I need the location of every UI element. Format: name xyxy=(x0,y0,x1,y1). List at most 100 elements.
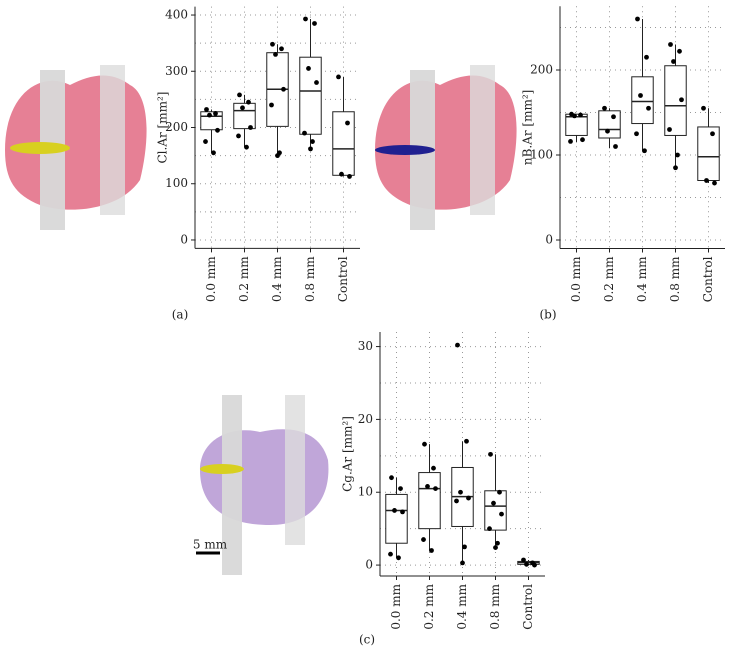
data-point xyxy=(281,86,286,92)
specimen-image-a xyxy=(5,65,147,230)
x-tick-label: 0.2 mm xyxy=(237,256,251,302)
data-point xyxy=(673,165,678,171)
data-point xyxy=(400,509,405,515)
data-point xyxy=(279,46,284,52)
data-point xyxy=(466,495,471,501)
data-point xyxy=(499,511,504,517)
data-point xyxy=(524,561,529,567)
data-point xyxy=(204,107,209,112)
x-tick-label: 0.4 mm xyxy=(635,256,649,302)
data-point xyxy=(644,54,649,60)
data-point xyxy=(712,180,717,186)
data-point xyxy=(310,139,315,144)
y-axis-label: Cl.Ar [mm²] xyxy=(156,92,170,164)
data-point xyxy=(347,174,352,179)
panel-label: (c) xyxy=(359,633,375,647)
specimen-image-c xyxy=(196,395,329,575)
box xyxy=(418,472,441,530)
box xyxy=(598,110,621,139)
data-point xyxy=(462,544,467,550)
y-tick-label: 300 xyxy=(165,64,188,78)
box xyxy=(299,56,322,135)
data-point xyxy=(704,178,709,183)
data-point xyxy=(602,105,607,111)
data-point xyxy=(521,557,526,563)
data-point xyxy=(433,486,438,491)
data-point xyxy=(302,130,307,136)
data-point xyxy=(454,498,459,504)
data-point xyxy=(345,120,350,126)
data-point xyxy=(303,16,308,22)
data-point xyxy=(495,540,500,546)
data-point xyxy=(460,560,465,566)
data-point xyxy=(425,484,430,489)
y-tick-label: 200 xyxy=(165,120,188,134)
y-tick-label: 200 xyxy=(530,63,553,77)
y-tick-label: 0 xyxy=(545,233,553,247)
y-tick-label: 0 xyxy=(180,232,188,246)
data-point xyxy=(275,153,280,159)
data-point xyxy=(497,489,502,495)
box xyxy=(385,493,408,544)
data-point xyxy=(464,438,469,444)
data-point xyxy=(270,41,275,47)
data-point xyxy=(422,441,427,447)
x-tick-label: 0.0 mm xyxy=(569,256,583,302)
data-point xyxy=(246,99,251,105)
data-point xyxy=(392,508,397,513)
panel-label: (a) xyxy=(172,308,189,322)
data-point xyxy=(613,144,618,149)
x-tick-label: 0.0 mm xyxy=(204,256,218,302)
data-point xyxy=(339,171,344,177)
box xyxy=(697,126,720,181)
x-tick-label: 0.8 mm xyxy=(488,583,502,629)
y-tick-label: 100 xyxy=(165,176,188,190)
data-point xyxy=(211,150,216,156)
scale-bar-label: 5 mm xyxy=(193,538,228,552)
y-tick-label: 0 xyxy=(365,558,373,572)
data-point xyxy=(668,42,673,47)
box xyxy=(233,102,256,130)
data-point xyxy=(240,105,245,111)
box xyxy=(631,76,654,125)
box xyxy=(664,65,687,136)
data-point xyxy=(532,562,537,568)
data-point xyxy=(646,105,651,111)
data-point xyxy=(667,127,672,132)
data-point xyxy=(388,551,393,557)
data-point xyxy=(398,486,403,491)
data-point xyxy=(308,146,313,152)
data-point xyxy=(638,93,643,98)
x-tick-label: 0.4 mm xyxy=(270,256,284,302)
data-point xyxy=(487,526,492,532)
specimen-image-b xyxy=(375,65,517,230)
data-point xyxy=(421,537,426,542)
data-point xyxy=(568,139,573,144)
data-point xyxy=(488,451,493,457)
box xyxy=(484,490,507,531)
data-point xyxy=(203,139,208,144)
x-tick-label: Control xyxy=(701,256,715,302)
data-point xyxy=(207,112,212,118)
data-point xyxy=(634,131,639,137)
data-point xyxy=(671,59,676,64)
data-point xyxy=(389,475,394,481)
data-point xyxy=(306,66,311,71)
data-point xyxy=(314,80,319,85)
data-point xyxy=(248,125,253,130)
data-point xyxy=(491,500,496,506)
y-axis-label: nB.Ar [mm²] xyxy=(521,90,535,166)
data-point xyxy=(396,555,401,561)
y-tick-label: 100 xyxy=(530,148,553,162)
data-point xyxy=(605,128,610,134)
data-point xyxy=(635,16,640,22)
data-point xyxy=(273,51,278,57)
data-point xyxy=(336,74,341,80)
panel-label: (b) xyxy=(539,308,556,322)
data-point xyxy=(455,342,460,348)
y-tick-label: 400 xyxy=(165,8,188,22)
data-point xyxy=(312,21,317,26)
data-point xyxy=(611,114,616,120)
data-point xyxy=(236,133,241,139)
